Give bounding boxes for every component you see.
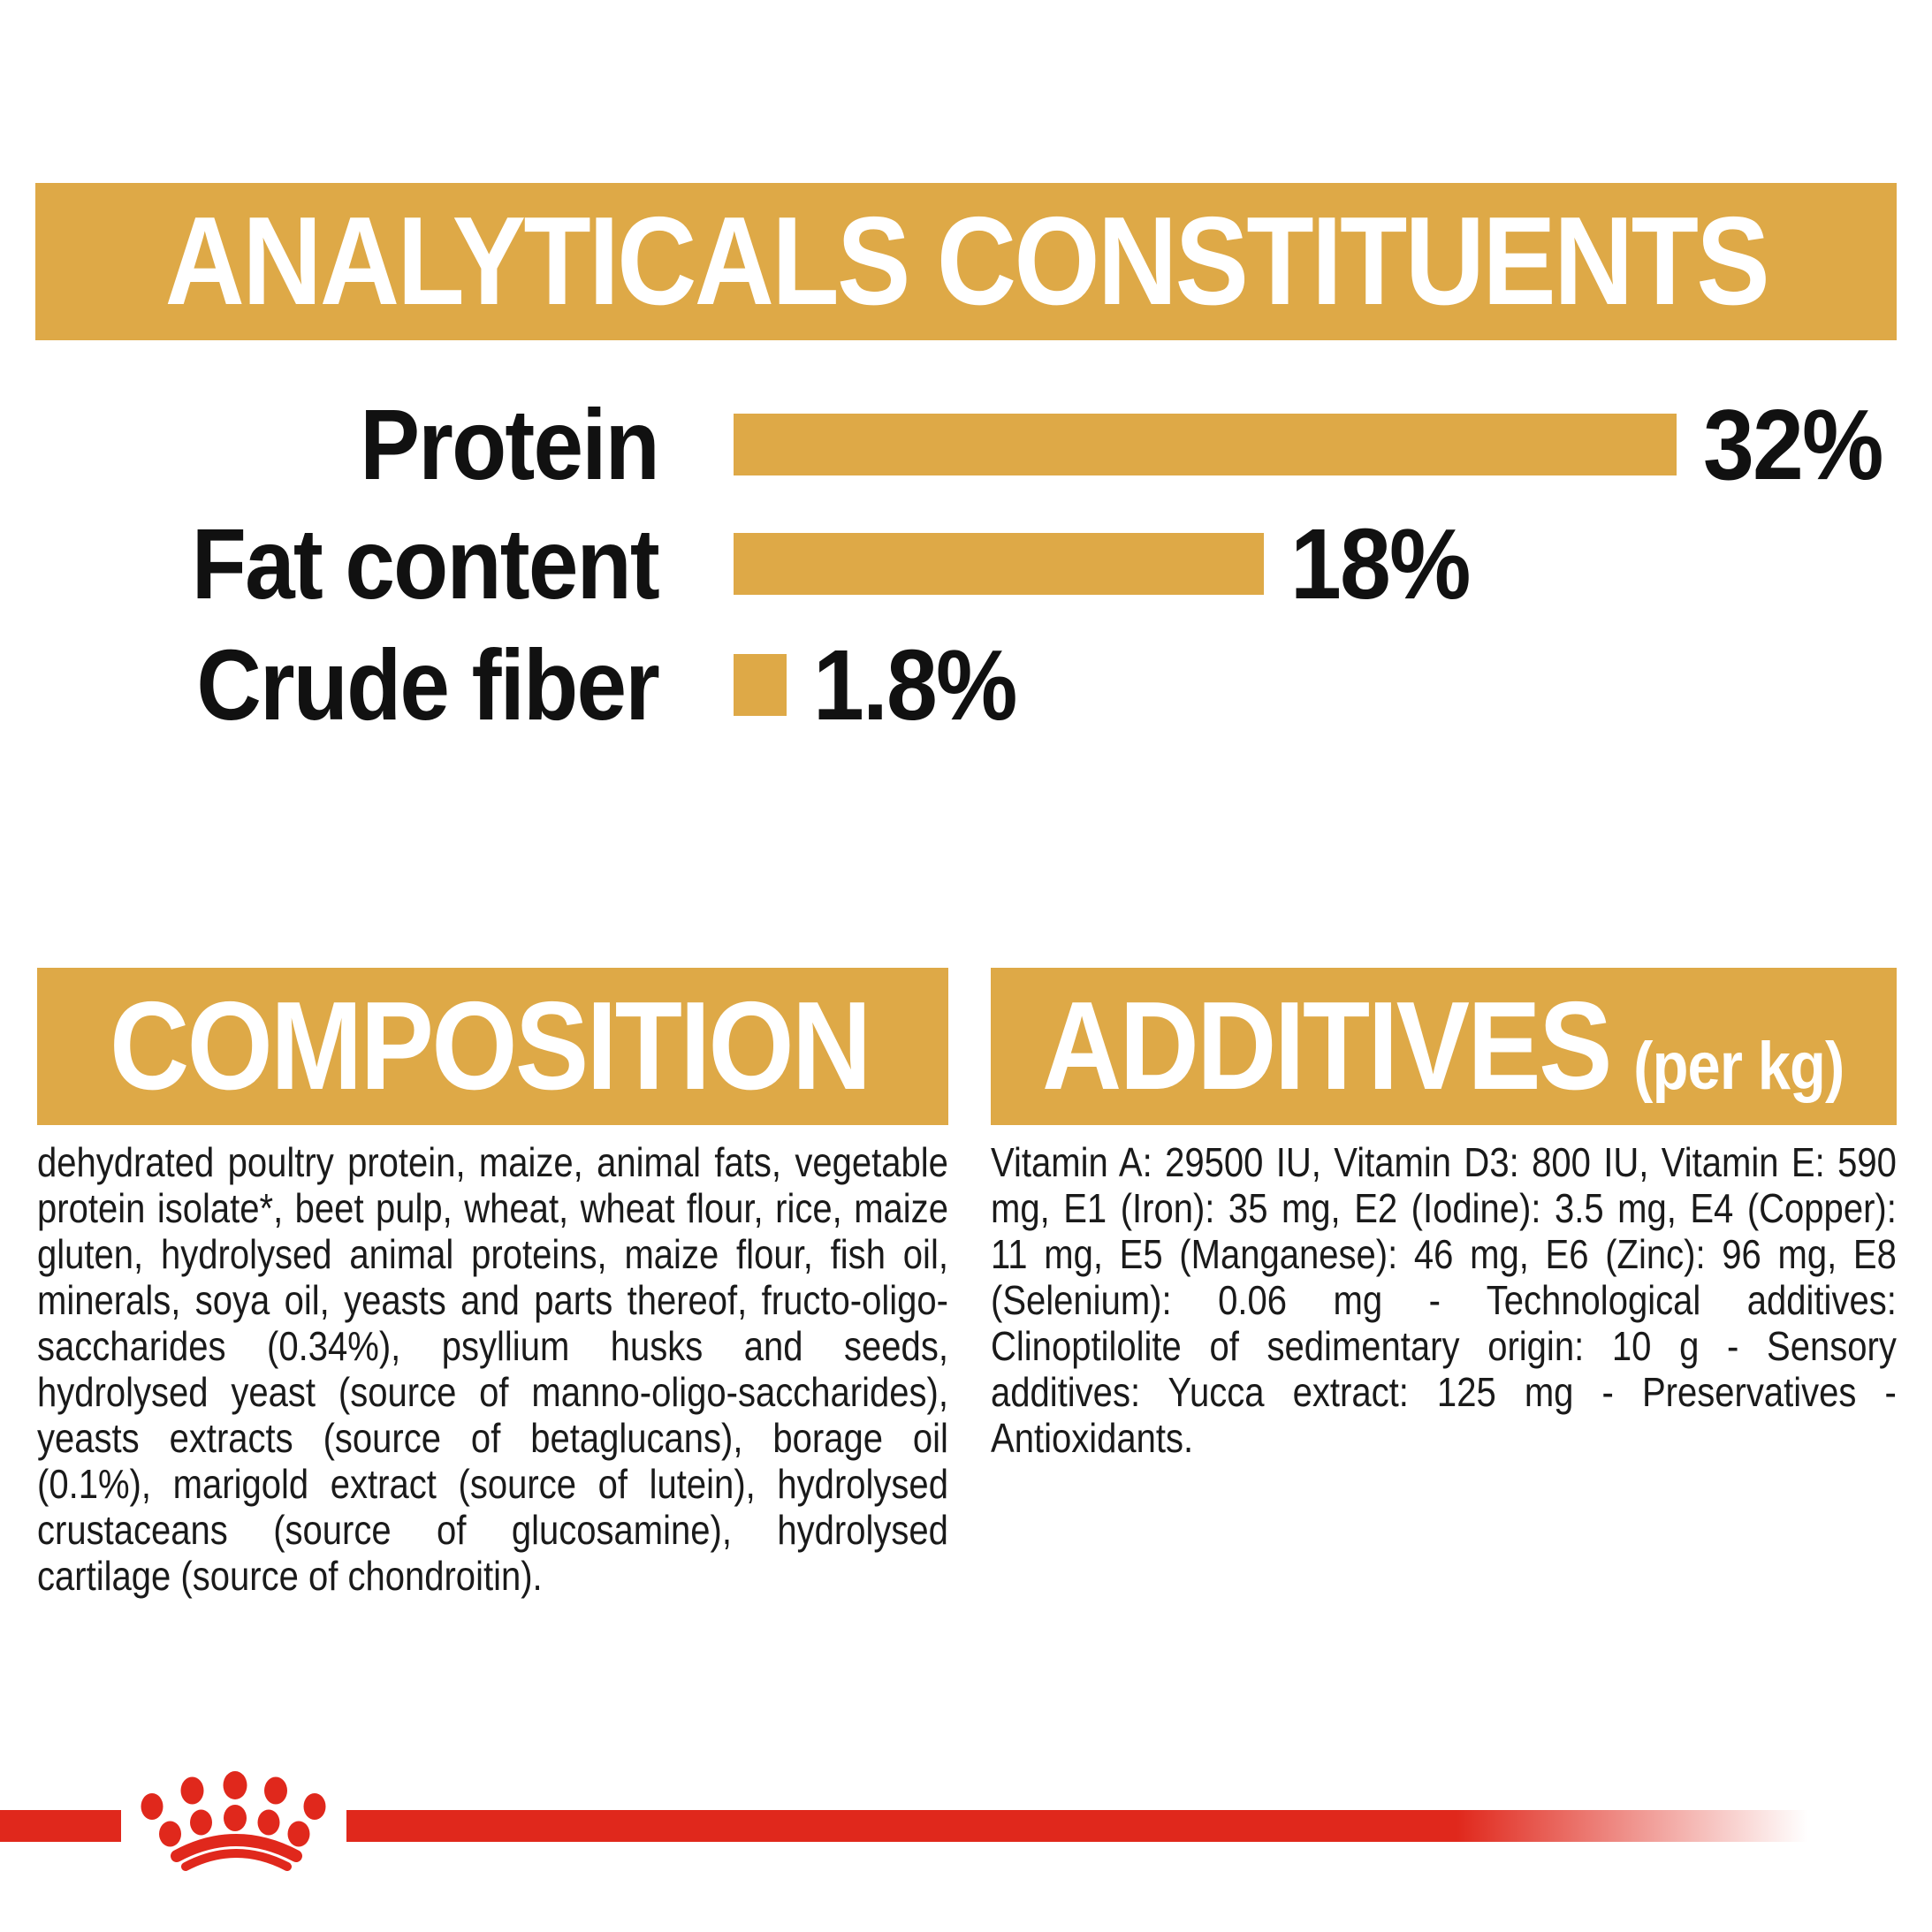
crown-oval — [287, 1821, 310, 1847]
royal-canin-crown-logo — [141, 1771, 326, 1871]
chart-row: Crude fiber 1.8% — [0, 635, 1932, 734]
crown-oval — [159, 1821, 181, 1847]
crown-oval — [180, 1776, 204, 1805]
analyticals-header-band: ANALYTICALS CONSTITUENTS — [35, 183, 1897, 340]
crown-arc-lower — [181, 1849, 292, 1871]
bar-value: 18% — [1290, 507, 1471, 620]
composition-title: COMPOSITION — [110, 976, 871, 1116]
bar — [734, 414, 1677, 475]
composition-text: dehydrated poultry protein, maize, anima… — [37, 1139, 948, 1599]
additives-title-text: ADDITIVES — [1042, 976, 1612, 1116]
analyticals-title-text: ANALYTICALS CONSTITUENTS — [164, 191, 1769, 331]
analyticals-title: ANALYTICALS CONSTITUENTS — [164, 191, 1769, 331]
bar — [734, 654, 787, 716]
bar-value: 1.8% — [813, 628, 1017, 741]
chart-row: Protein 32% — [0, 394, 1932, 494]
chart-row: Fat content 18% — [0, 513, 1932, 613]
additives-header-band: ADDITIVES (per kg) — [991, 968, 1897, 1125]
bar-label: Crude fiber — [196, 628, 659, 741]
additives-title-suffix: (per kg) — [1633, 1029, 1845, 1104]
crown-oval — [223, 1771, 247, 1799]
additives-text: Vitamin A: 29500 IU, Vitamin D3: 800 IU,… — [991, 1139, 1897, 1461]
composition-title-text: COMPOSITION — [110, 976, 871, 1116]
additives-title: ADDITIVES (per kg) — [1042, 976, 1845, 1116]
composition-header-band: COMPOSITION — [37, 968, 948, 1125]
crown-oval — [141, 1793, 164, 1820]
bar — [734, 533, 1264, 595]
footer-red-line-left — [0, 1810, 121, 1842]
crown-oval — [264, 1776, 287, 1805]
crown-oval — [257, 1809, 280, 1836]
bar-label: Fat content — [191, 507, 660, 620]
footer-red-line-right — [346, 1810, 1807, 1842]
bar-label: Protein — [360, 388, 660, 500]
crown-arc-upper — [171, 1834, 302, 1862]
crown-oval — [190, 1809, 212, 1836]
crown-oval — [303, 1793, 326, 1820]
crown-oval — [224, 1805, 247, 1831]
bar-value: 32% — [1703, 388, 1883, 500]
